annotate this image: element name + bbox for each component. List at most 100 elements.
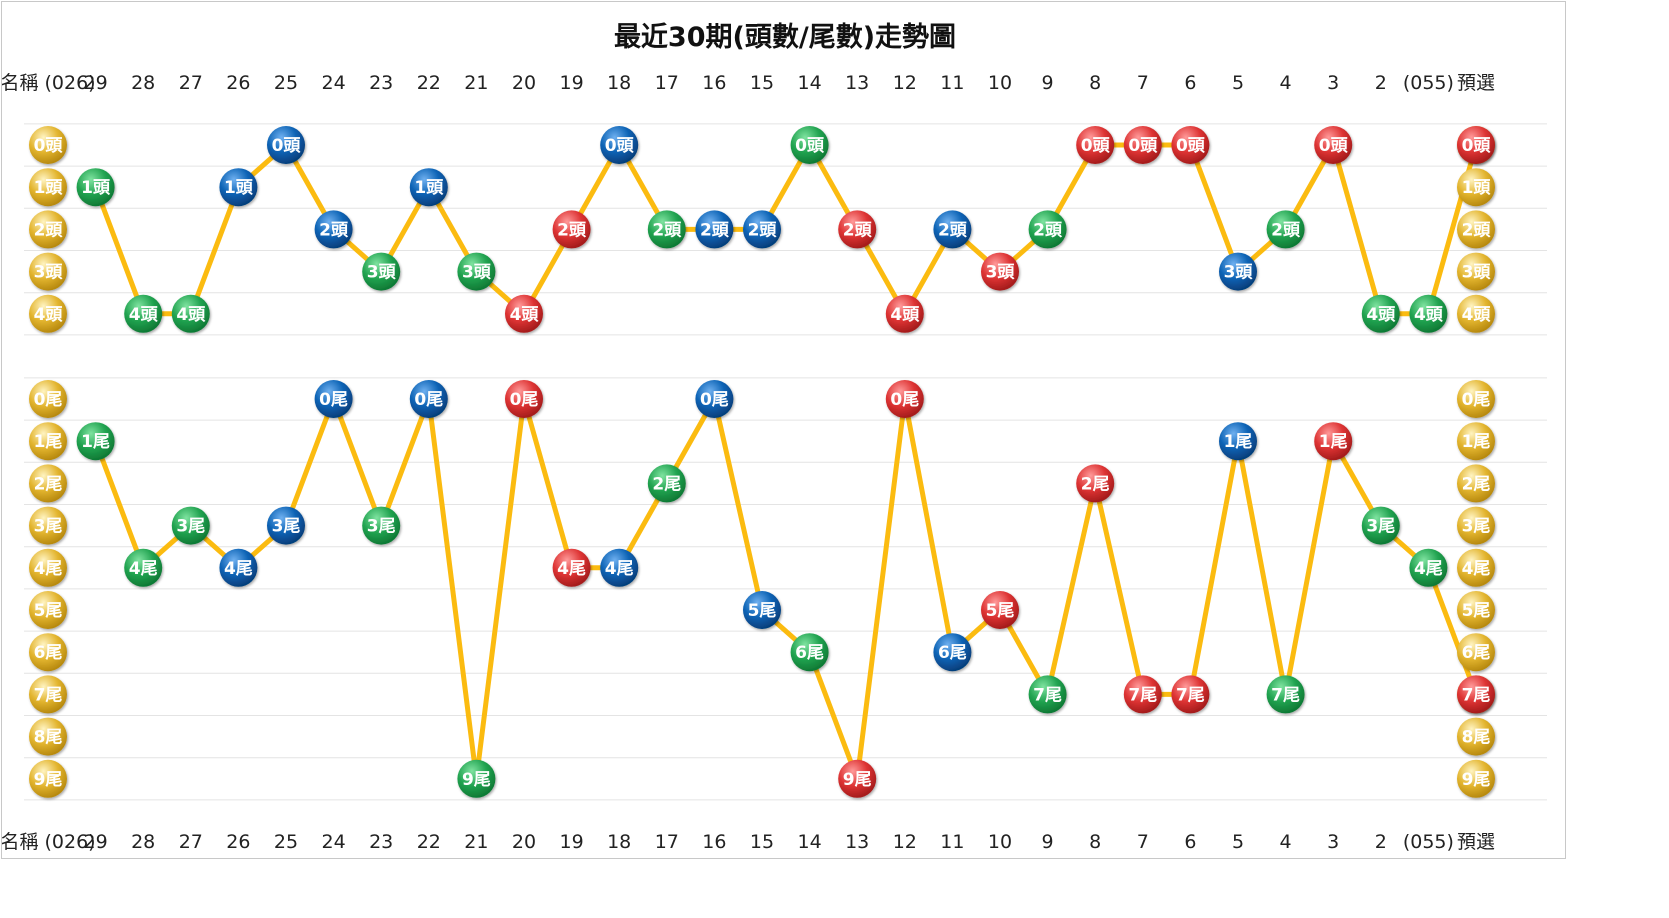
tail-point: 7尾 (1028, 675, 1067, 714)
head-point: 2頭 (1028, 210, 1067, 249)
tail-level-left-label: 7尾 (34, 685, 63, 705)
tail-point-label: 3尾 (1366, 517, 1395, 537)
tail-point: 4尾 (124, 548, 163, 587)
tail-level-right-circle (1457, 380, 1495, 418)
tail-point-circle (505, 380, 543, 418)
head-level-left-circle (29, 126, 67, 164)
tail-point-circle (1457, 675, 1495, 714)
head-point-circle (552, 210, 591, 249)
head-point-label: 2頭 (319, 220, 349, 240)
tail-point-circle (1361, 506, 1400, 545)
header-label: 9 (1042, 72, 1054, 94)
head-point-circle (600, 126, 639, 164)
head-point: 0頭 (267, 126, 305, 164)
tail-level-left-circle (29, 591, 67, 629)
header-label: 25 (274, 72, 298, 94)
header-label: 6 (1184, 72, 1196, 94)
head-point-circle (409, 168, 448, 207)
header-label: 29 (84, 72, 108, 94)
header-label: 3 (1327, 72, 1339, 94)
head-point: 2頭 (695, 210, 734, 249)
tail-point: 5尾 (981, 591, 1019, 629)
header-label: 26 (226, 72, 250, 94)
tail-point: 2尾 (647, 464, 686, 503)
header-label: 15 (750, 72, 774, 94)
footer-label: 名稱 (026) (2, 831, 96, 853)
tail-point-label: 4尾 (129, 559, 158, 579)
head-point: 1頭 (76, 168, 115, 207)
head-point-circle (1409, 294, 1448, 333)
head-point-circle (267, 126, 305, 164)
head-level-right-circle (1457, 294, 1495, 333)
footer-label: 26 (226, 831, 250, 853)
footer-label: 19 (560, 831, 584, 853)
head-level-right-label: 4頭 (1462, 305, 1492, 325)
footer-label: 20 (512, 831, 536, 853)
head-point-circle (219, 168, 258, 207)
head-point-label: 2頭 (1271, 220, 1301, 240)
head-point-label: 2頭 (1033, 220, 1063, 240)
head-point-label: 3頭 (986, 263, 1016, 283)
tail-level-left: 3尾 (29, 506, 67, 545)
head-point: 0頭 (1457, 126, 1495, 164)
header-label: 12 (893, 72, 917, 94)
tail-point-label: 7尾 (1176, 685, 1205, 705)
tail-level-right-label: 0尾 (1462, 390, 1491, 410)
tail-point-label: 5尾 (986, 601, 1015, 621)
tail-point-label: 2尾 (652, 474, 681, 494)
tail-point-circle (362, 506, 401, 545)
tail-point-circle (76, 422, 115, 461)
head-level-left-label: 3頭 (34, 263, 64, 283)
head-point-circle (981, 252, 1019, 291)
tail-point-label: 4尾 (605, 559, 634, 579)
header-label: 28 (131, 72, 155, 94)
tail-point-label: 1尾 (1224, 432, 1253, 452)
tail-point: 0尾 (505, 380, 543, 418)
tail-point-label: 0尾 (319, 390, 348, 410)
tail-point-circle (1171, 675, 1210, 714)
head-point-label: 0頭 (1319, 136, 1349, 156)
tail-point-circle (790, 633, 829, 672)
tail-level-left-label: 4尾 (34, 559, 63, 579)
head-point: 0頭 (600, 126, 639, 164)
tail-level-right-label: 1尾 (1462, 432, 1491, 452)
tail-level-left-circle (29, 675, 67, 714)
trend-chart: 最近30期(頭數/尾數)走勢圖 名稱 (026)29 28 27 26 25 24 23 22… (2, 22, 1547, 853)
tail-point-label: 0尾 (700, 390, 729, 410)
header-label: 11 (940, 72, 964, 94)
tail-level-left: 5尾 (29, 591, 67, 629)
tail-point-label: 4尾 (224, 559, 253, 579)
footer-label: (055) (1403, 831, 1454, 853)
head-point-label: 1頭 (414, 178, 444, 198)
head-point-label: 2頭 (700, 220, 730, 240)
head-point-circle (743, 210, 781, 249)
head-level-left-label: 4頭 (34, 305, 64, 325)
tail-point-circle (1028, 675, 1067, 714)
head-point-circle (362, 252, 401, 291)
head-point-circle (647, 210, 686, 249)
head-point: 4頭 (505, 294, 543, 333)
head-point-circle (1171, 126, 1210, 164)
tail-point: 6尾 (933, 633, 972, 672)
head-point-label: 2頭 (557, 220, 587, 240)
head-point-label: 0頭 (1462, 136, 1492, 156)
tail-point: 4尾 (552, 548, 591, 587)
tail-point-label: 3尾 (367, 517, 396, 537)
tail-level-left-label: 9尾 (34, 770, 63, 790)
footer-label: 12 (893, 831, 917, 853)
tail-point-circle (314, 380, 353, 418)
head-point-label: 3頭 (1224, 263, 1254, 283)
tail-point-circle (647, 464, 686, 503)
tail-level-right: 4尾 (1457, 548, 1495, 587)
header-label: 8 (1089, 72, 1101, 94)
head-point-circle (124, 294, 163, 333)
head-point: 1頭 (219, 168, 258, 207)
head-point-label: 2頭 (748, 220, 778, 240)
tail-point-circle (1076, 464, 1115, 503)
tail-level-right-circle (1457, 422, 1495, 461)
footer-label: 8 (1089, 831, 1101, 853)
footer-label: 21 (464, 831, 488, 853)
footer-label: 15 (750, 831, 774, 853)
head-level-right: 4頭 (1457, 294, 1495, 333)
tail-point: 7尾 (1457, 675, 1495, 714)
